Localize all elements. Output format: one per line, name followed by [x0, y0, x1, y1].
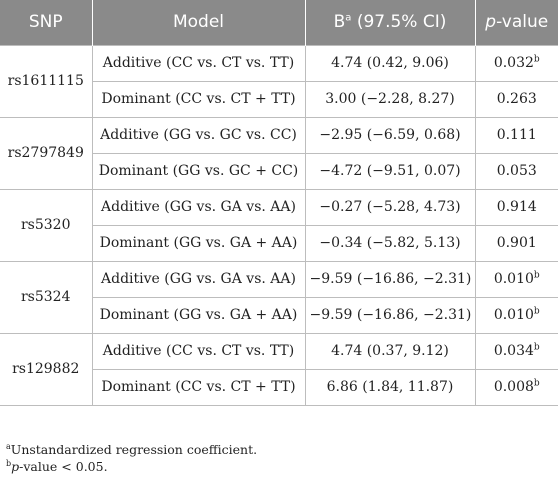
p-value-cell: 0.034b: [474, 333, 558, 369]
model-cell: Dominant (GG vs. GA + AA): [91, 225, 305, 261]
header-b-main: B: [333, 12, 346, 33]
b-ci-cell: −9.59 (−16.86, −2.31): [304, 261, 475, 297]
table-body: rs1611115 Additive (CC vs. CT vs. TT) 4.74…: [0, 45, 558, 405]
p-value-cell: 0.010b: [474, 297, 558, 333]
b-ci-cell: −0.34 (−5.82, 5.13): [304, 225, 475, 261]
header-p-value: p-value: [474, 0, 558, 45]
b-ci-cell: 4.74 (0.37, 9.12): [304, 333, 475, 369]
table-row: rs5320 Additive (GG vs. GA vs. AA) −0.27 (…: [0, 189, 558, 233]
snp-cell: rs5324: [20, 289, 71, 305]
table-row: rs1611115 Additive (CC vs. CT vs. TT) 4.74…: [0, 45, 558, 89]
table-row: Dominant (CC vs. CT + TT) 6.86 (1.84, 11.…: [0, 369, 558, 405]
header-row: SNP Model Ba (97.5% CI) p-value: [0, 0, 558, 45]
b-ci-cell: 3.00 (−2.28, 8.27): [304, 81, 475, 117]
results-table: SNP Model Ba (97.5% CI) p-value rs161111…: [0, 0, 558, 405]
b-ci-cell: −9.59 (−16.86, −2.31): [304, 297, 475, 333]
p-value-cell: 0.263: [474, 81, 558, 117]
p-value-text: 0.034: [493, 343, 534, 359]
table-row: Dominant (CC vs. CT + TT) 3.00 (−2.28, 8.…: [0, 81, 558, 117]
p-value-sup: b: [533, 342, 540, 353]
table-header: SNP Model Ba (97.5% CI) p-value: [0, 0, 558, 45]
b-ci-cell: −4.72 (−9.51, 0.07): [304, 153, 475, 189]
p-value-text: 0.914: [496, 199, 537, 215]
model-cell: Dominant (GG vs. GC + CC): [91, 153, 305, 189]
table-row: rs5324 Additive (GG vs. GA vs. AA) −9.59 (…: [0, 261, 558, 305]
snp-cell: rs5320: [20, 217, 71, 233]
b-ci-cell: −2.95 (−6.59, 0.68): [304, 117, 475, 153]
p-value-cell: 0.008b: [474, 369, 558, 405]
footnote-b-text: -value < 0.05.: [19, 459, 108, 474]
p-value-text: 0.053: [496, 163, 537, 179]
footnote-a-mark: a: [6, 441, 11, 451]
snp-cell: rs129882: [12, 361, 80, 377]
p-value-cell: 0.914: [474, 189, 558, 225]
p-value-cell: 0.010b: [474, 261, 558, 297]
model-cell: Additive (CC vs. CT vs. TT): [91, 333, 305, 369]
model-cell: Additive (GG vs. GA vs. AA): [91, 261, 305, 297]
table-row: Dominant (GG vs. GC + CC) −4.72 (−9.51, 0…: [0, 153, 558, 189]
footnotes: aUnstandardized regression coefficient. …: [6, 441, 257, 475]
b-ci-cell: 6.86 (1.84, 11.87): [304, 369, 475, 405]
p-value-cell: 0.111: [474, 117, 558, 153]
table-row: Dominant (GG vs. GA + AA) −0.34 (−5.82, 5…: [0, 225, 558, 261]
p-value-cell: 0.901: [474, 225, 558, 261]
model-cell: Additive (CC vs. CT vs. TT): [91, 45, 305, 81]
p-value-text: 0.010: [493, 307, 534, 323]
p-value-text: 0.263: [496, 91, 537, 107]
model-cell: Dominant (CC vs. CT + TT): [91, 81, 305, 117]
footnote-b: bp-value < 0.05.: [6, 458, 257, 475]
p-value-sup: b: [533, 378, 540, 389]
header-b-ci: Ba (97.5% CI): [304, 0, 475, 45]
p-value-text: 0.010: [493, 271, 534, 287]
p-value-text: 0.032: [493, 55, 534, 71]
header-snp: SNP: [28, 12, 63, 33]
model-cell: Dominant (GG vs. GA + AA): [91, 297, 305, 333]
table-row: Dominant (GG vs. GA + AA) −9.59 (−16.86, …: [0, 297, 558, 333]
p-value-sup: b: [533, 270, 540, 281]
table-row: rs129882 Additive (CC vs. CT vs. TT) 4.74 …: [0, 333, 558, 377]
header-b-rest: (97.5% CI): [351, 12, 447, 33]
header-p-italic: p: [485, 12, 497, 33]
p-value-cell: 0.053: [474, 153, 558, 189]
header-b-sup: a: [345, 12, 352, 24]
footnote-b-mark: b: [6, 458, 12, 468]
p-value-text: 0.111: [496, 127, 537, 143]
header-model: Model: [91, 0, 305, 45]
footnote-b-italic: p: [11, 459, 20, 474]
b-ci-cell: −0.27 (−5.28, 4.73): [304, 189, 475, 225]
snp-cell: rs1611115: [7, 73, 84, 89]
table-row: rs2797849 Additive (GG vs. GC vs. CC) −2.9…: [0, 117, 558, 161]
model-cell: Additive (GG vs. GC vs. CC): [91, 117, 305, 153]
p-value-sup: b: [533, 306, 540, 317]
footnote-a: aUnstandardized regression coefficient.: [6, 441, 257, 458]
footnote-a-text: Unstandardized regression coefficient.: [10, 442, 258, 457]
model-cell: Additive (GG vs. GA vs. AA): [91, 189, 305, 225]
snp-cell: rs2797849: [7, 145, 84, 161]
p-value-text: 0.008: [493, 379, 534, 395]
p-value-sup: b: [533, 54, 540, 65]
b-ci-cell: 4.74 (0.42, 9.06): [304, 45, 475, 81]
model-cell: Dominant (CC vs. CT + TT): [91, 369, 305, 405]
p-value-cell: 0.032b: [474, 45, 558, 81]
header-p-rest: -value: [496, 12, 549, 33]
p-value-text: 0.901: [496, 235, 537, 251]
